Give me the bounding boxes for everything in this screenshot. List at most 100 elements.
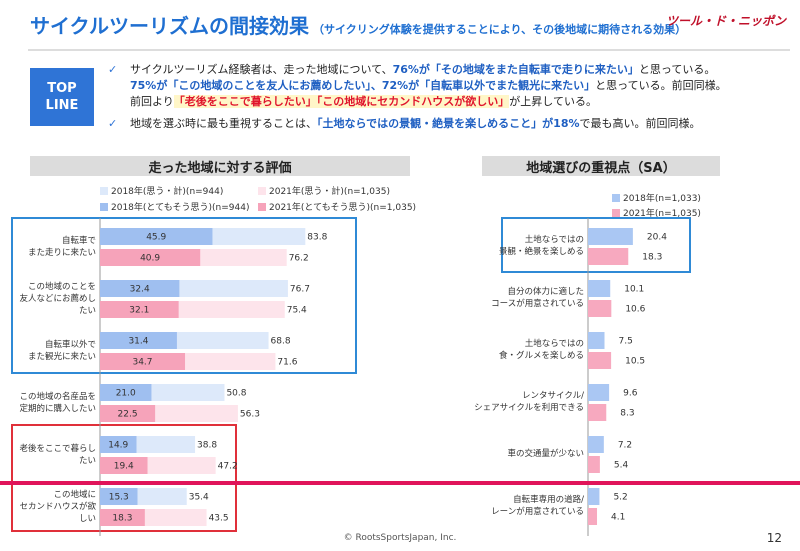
value-label: 22.5 — [118, 410, 138, 420]
check-icon: ✓ — [108, 117, 118, 130]
chart-title: 走った地域に対する評価 — [30, 156, 410, 176]
bullet-text: サイクルツーリズム経験者は、走った地域について、76%が「その地域をまた自転車で… — [130, 62, 792, 110]
top-line-badge: TOP LINE — [30, 68, 94, 126]
value-label: 45.9 — [146, 233, 166, 243]
text-run: が上昇している。 — [509, 95, 597, 108]
bar — [100, 384, 152, 401]
text-run: 「土地ならではの景観・絶景を楽しめること」が18% — [317, 117, 580, 130]
page-number: 12 — [766, 531, 782, 545]
category-label: この地域に セカンドハウスが欲しい — [19, 490, 96, 524]
value-label: 18.3 — [112, 514, 132, 524]
value-label: 8.3 — [620, 409, 634, 419]
bar — [100, 488, 138, 505]
legend-label: 2018年(思う・計)(n=944) — [111, 187, 224, 197]
category-label: 自転車以外で また観光に来たい — [27, 340, 96, 362]
category-label: 自分の体力に適した コースが用意されている — [491, 287, 584, 309]
value-label: 31.4 — [128, 337, 148, 347]
legend-swatch — [258, 186, 266, 195]
legend-label: 2021年(とてもそう思う)(n=1,035) — [269, 203, 417, 213]
value-label: 34.7 — [132, 358, 152, 368]
value-label: 4.1 — [611, 513, 625, 523]
value-label: 32.1 — [129, 306, 149, 316]
text-run: で最も高い。前回同様。 — [579, 117, 701, 130]
value-label: 9.6 — [623, 389, 638, 399]
value-label: 32.4 — [130, 285, 150, 295]
value-label: 21.0 — [116, 389, 136, 399]
value-label: 5.4 — [614, 461, 629, 471]
category-label: 土地ならではの 食・グルメを楽しめる — [498, 339, 584, 361]
logo: ツール・ド・ニッポン — [665, 14, 786, 28]
value-label: 40.9 — [140, 254, 160, 264]
value-label: 50.8 — [226, 389, 246, 399]
legend-label: 2021年(思う・計)(n=1,035) — [269, 187, 390, 197]
value-label: 56.3 — [240, 410, 260, 420]
legend-swatch — [258, 202, 266, 211]
value-label: 35.4 — [189, 493, 209, 503]
legend-label: 2018年(とてもそう思う)(n=944) — [111, 203, 250, 213]
bar — [100, 405, 156, 422]
subtitle: （サイクリング体験を提供することにより、その後地域に期待される効果） — [313, 23, 687, 36]
legend-swatch — [100, 186, 108, 195]
value-label: 75.4 — [287, 306, 307, 316]
category-label: 土地ならではの 景観・絶景を楽しめる — [498, 235, 584, 257]
category-label: この地域の名産品を 定期的に購入したい — [19, 392, 96, 414]
value-label: 68.8 — [271, 337, 291, 347]
bar — [100, 332, 177, 349]
bar — [588, 248, 629, 265]
category-label: 老後をここで暮らしたい — [19, 444, 96, 466]
bar — [100, 436, 137, 453]
bullet-text: 地域を選ぶ時に最も重視することは、「土地ならではの景観・絶景を楽しめること」が1… — [130, 116, 792, 132]
bullet: ✓ サイクルツーリズム経験者は、走った地域について、76%が「その地域をまた自転車… — [108, 62, 792, 110]
legend-swatch — [612, 208, 620, 217]
value-label: 10.5 — [625, 357, 645, 367]
title: サイクルツーリズムの間接効果 — [30, 14, 309, 38]
bar — [588, 436, 604, 453]
value-label: 10.1 — [624, 285, 644, 295]
legend-entry: 2018年(とてもそう思う)(n=944) — [100, 200, 249, 213]
value-label: 76.7 — [290, 285, 310, 295]
highlight-box — [11, 424, 237, 532]
legend-entry: 2021年(n=1,035) — [612, 206, 701, 219]
value-label: 10.6 — [625, 305, 645, 315]
bar — [588, 352, 612, 369]
value-label: 47.2 — [218, 462, 238, 472]
value-label: 71.6 — [277, 358, 297, 368]
value-label: 5.2 — [613, 493, 627, 503]
legend-label: 2018年(n=1,033) — [623, 194, 701, 204]
bar — [588, 228, 633, 245]
highlight-box — [501, 217, 691, 273]
value-label: 7.5 — [619, 337, 633, 347]
category-label: 車の交通量が少ない — [507, 449, 584, 459]
bar — [588, 332, 605, 349]
bar — [100, 457, 148, 474]
bar — [588, 300, 612, 317]
legend-swatch — [100, 202, 108, 211]
text-run: と思っている。 — [638, 63, 716, 76]
bar — [588, 404, 607, 421]
bar — [100, 509, 145, 526]
category-label: レンタサイクル/ シェアサイクルを利用できる — [474, 391, 584, 413]
highlight-box — [11, 217, 357, 374]
legend-entry: 2021年(とてもそう思う)(n=1,035) — [258, 200, 416, 213]
category-label: 自転車で また走りに来たい — [27, 236, 96, 258]
value-label: 76.2 — [289, 254, 309, 264]
value-label: 83.8 — [307, 233, 327, 243]
category-label: 自転車専用の道路/ レーンが用意されている — [491, 495, 584, 517]
bullet: ✓ 地域を選ぶ時に最も重視することは、「土地ならではの景観・絶景を楽しめること」が… — [108, 116, 792, 132]
legend-swatch — [612, 193, 620, 202]
bar — [100, 353, 186, 370]
annotation-line — [0, 481, 800, 485]
value-label: 15.3 — [109, 493, 129, 503]
category-label: この地域のことを 友人などにお薦めしたい — [19, 282, 96, 316]
bar — [100, 228, 213, 245]
legend-entry: 2018年(思う・計)(n=944) — [100, 184, 223, 197]
legend-entry: 2021年(思う・計)(n=1,035) — [258, 184, 390, 197]
value-label: 20.4 — [647, 233, 667, 243]
bar — [100, 301, 179, 318]
text-run: 76%が「その地域をまた自転車で走りに来たい」 — [392, 63, 639, 76]
bar — [588, 456, 600, 473]
bar — [588, 488, 600, 505]
check-icon: ✓ — [108, 63, 118, 76]
bar — [100, 249, 201, 266]
